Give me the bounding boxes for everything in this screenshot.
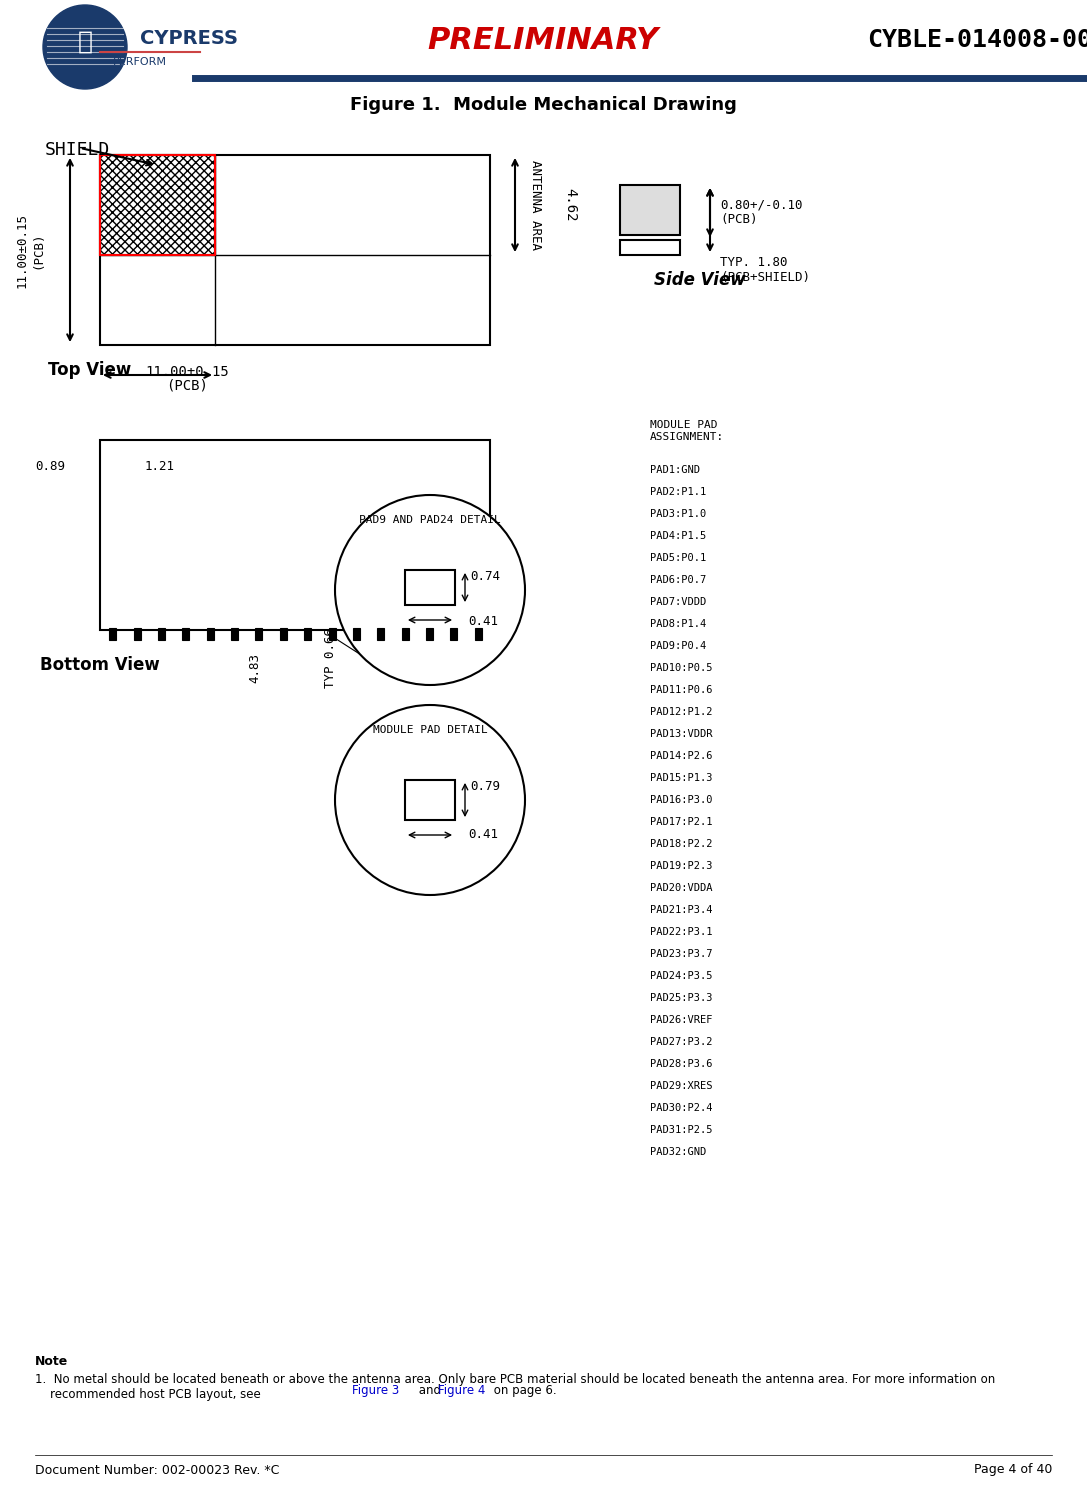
Text: PAD15:P1.3: PAD15:P1.3 (650, 773, 712, 782)
Text: Top View: Top View (49, 361, 132, 378)
Text: PAD14:P2.6: PAD14:P2.6 (650, 751, 712, 761)
Text: SHIELD: SHIELD (45, 141, 110, 159)
Text: 0.79: 0.79 (470, 779, 500, 793)
Text: 0.80+/-0.10
(PCB): 0.80+/-0.10 (PCB) (720, 197, 802, 226)
Text: PAD16:P3.0: PAD16:P3.0 (650, 794, 712, 805)
Bar (109, 628, 116, 640)
Text: PAD22:P3.1: PAD22:P3.1 (650, 928, 712, 936)
Text: Figure 1.  Module Mechanical Drawing: Figure 1. Module Mechanical Drawing (350, 96, 736, 114)
Text: PAD4:P1.5: PAD4:P1.5 (650, 531, 707, 542)
Bar (328, 628, 336, 640)
Bar (620, 186, 680, 235)
Text: 0.74: 0.74 (470, 570, 500, 583)
Text: PAD3:P1.0: PAD3:P1.0 (650, 509, 707, 519)
Text: PAD6:P0.7: PAD6:P0.7 (650, 574, 707, 585)
Text: PAD13:VDDR: PAD13:VDDR (650, 729, 712, 739)
Text: PAD10:P0.5: PAD10:P0.5 (650, 663, 712, 673)
Text: PAD12:P1.2: PAD12:P1.2 (650, 708, 712, 717)
Bar (450, 628, 458, 640)
Text: CYBLE-014008-00: CYBLE-014008-00 (867, 28, 1087, 52)
Text: ANTENNA AREA: ANTENNA AREA (528, 160, 541, 250)
Text: PAD30:P2.4: PAD30:P2.4 (650, 1103, 712, 1113)
Bar (255, 628, 262, 640)
Text: PAD21:P3.4: PAD21:P3.4 (650, 905, 712, 916)
Text: 4.83: 4.83 (249, 652, 262, 684)
Text: PAD25:P3.3: PAD25:P3.3 (650, 993, 712, 1002)
Text: PAD11:P0.6: PAD11:P0.6 (650, 685, 712, 696)
Bar (100, 156, 215, 254)
Text: 0.89: 0.89 (35, 459, 65, 473)
Bar (402, 628, 409, 640)
Text: PAD9 AND PAD24 DETAIL: PAD9 AND PAD24 DETAIL (359, 515, 501, 525)
Text: PAD9:P0.4: PAD9:P0.4 (650, 640, 707, 651)
Text: 11.00±0.15
(PCB): 11.00±0.15 (PCB) (16, 212, 43, 287)
Text: (PCB): (PCB) (166, 378, 208, 392)
Text: MODULE PAD
ASSIGNMENT:: MODULE PAD ASSIGNMENT: (650, 420, 724, 441)
Text: Figure 4: Figure 4 (438, 1384, 486, 1397)
Bar (304, 628, 311, 640)
Circle shape (43, 4, 127, 88)
Text: PAD20:VDDA: PAD20:VDDA (650, 883, 712, 893)
Text: Figure 3: Figure 3 (352, 1384, 399, 1397)
Bar (475, 628, 482, 640)
Text: PAD32:GND: PAD32:GND (650, 1147, 707, 1156)
Text: PAD24:P3.5: PAD24:P3.5 (650, 971, 712, 981)
Text: Page 4 of 40: Page 4 of 40 (974, 1463, 1052, 1477)
Circle shape (335, 495, 525, 685)
Bar (279, 628, 287, 640)
Text: PERFORM: PERFORM (113, 57, 167, 67)
Text: PAD23:P3.7: PAD23:P3.7 (650, 948, 712, 959)
Text: CYPRESS: CYPRESS (140, 28, 238, 48)
Text: PAD31:P2.5: PAD31:P2.5 (650, 1125, 712, 1135)
Bar (100, 156, 215, 254)
Bar (100, 440, 490, 630)
Bar (620, 239, 680, 254)
Bar (377, 628, 385, 640)
Bar (158, 628, 165, 640)
Text: PRELIMINARY: PRELIMINARY (427, 25, 659, 54)
Text: PAD7:VDDD: PAD7:VDDD (650, 597, 707, 607)
Text: Note: Note (35, 1355, 68, 1367)
Text: 4.62: 4.62 (563, 188, 577, 221)
Text: on page 6.: on page 6. (490, 1384, 557, 1397)
Bar (353, 628, 360, 640)
Text: PAD5:P0.1: PAD5:P0.1 (650, 554, 707, 562)
Text: PAD17:P2.1: PAD17:P2.1 (650, 817, 712, 827)
Text: Bottom View: Bottom View (40, 657, 160, 675)
Text: TYP. 1.80
(PCB+SHIELD): TYP. 1.80 (PCB+SHIELD) (720, 256, 810, 284)
Bar (183, 628, 189, 640)
Text: MODULE PAD DETAIL: MODULE PAD DETAIL (373, 726, 487, 735)
Text: Document Number: 002-00023 Rev. *C: Document Number: 002-00023 Rev. *C (35, 1463, 279, 1477)
Bar (100, 156, 490, 346)
Text: 0.41: 0.41 (468, 615, 498, 628)
Text: 0.41: 0.41 (468, 827, 498, 841)
Text: TYP 0.66: TYP 0.66 (324, 628, 337, 688)
Circle shape (335, 705, 525, 895)
Bar (232, 628, 238, 640)
Text: PAD2:P1.1: PAD2:P1.1 (650, 488, 707, 497)
Text: PAD26:VREF: PAD26:VREF (650, 1014, 712, 1025)
Text: PAD28:P3.6: PAD28:P3.6 (650, 1059, 712, 1070)
Text: and: and (415, 1384, 445, 1397)
Bar (207, 628, 214, 640)
Text: PAD19:P2.3: PAD19:P2.3 (650, 862, 712, 871)
Bar (426, 628, 433, 640)
Text: Side View: Side View (654, 271, 746, 289)
Text: PAD18:P2.2: PAD18:P2.2 (650, 839, 712, 850)
Bar (134, 628, 140, 640)
Text: PAD1:GND: PAD1:GND (650, 465, 700, 476)
Text: PAD29:XRES: PAD29:XRES (650, 1082, 712, 1091)
Text: PAD8:P1.4: PAD8:P1.4 (650, 619, 707, 628)
Text: 1.21: 1.21 (145, 459, 175, 473)
Bar (405, 779, 455, 820)
Text: 🌲: 🌲 (77, 30, 92, 54)
Text: PAD27:P3.2: PAD27:P3.2 (650, 1037, 712, 1047)
Text: 1.  No metal should be located beneath or above the antenna area. Only bare PCB : 1. No metal should be located beneath or… (35, 1373, 996, 1400)
Text: 11.00±0.15: 11.00±0.15 (146, 365, 229, 378)
Bar (405, 570, 455, 604)
